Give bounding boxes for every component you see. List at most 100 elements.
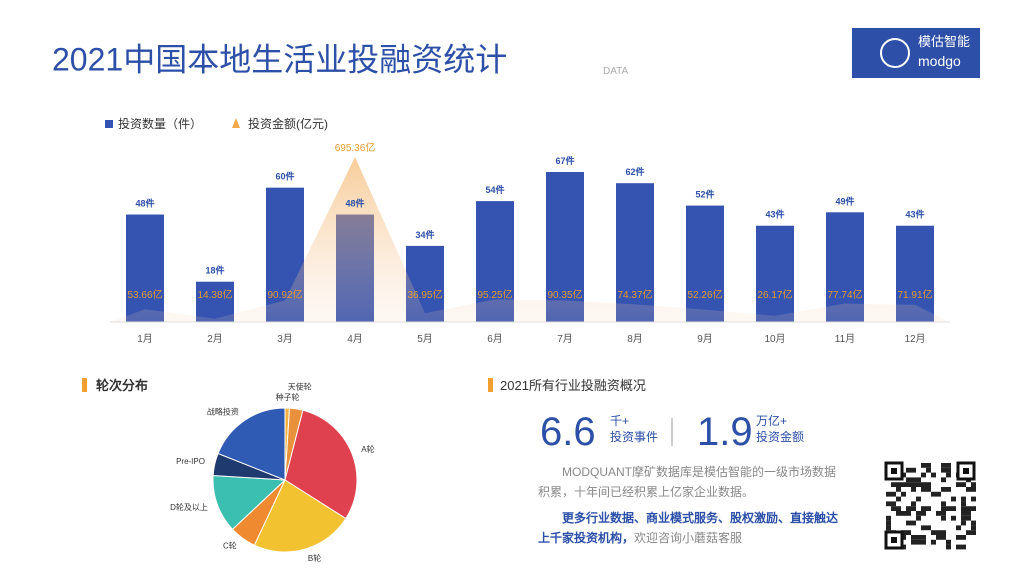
value-label: 14.38亿: [197, 288, 232, 301]
legend-label: 投资数量（件）: [118, 116, 202, 131]
bar: [686, 205, 724, 322]
qr-cell: [941, 501, 946, 507]
qr-cell: [891, 501, 896, 507]
qr-cell: [886, 525, 891, 531]
qr-cell: [966, 530, 971, 535]
title: 2021中国本地生活业投融资统计: [52, 41, 507, 77]
value-label: 26.17亿: [757, 288, 792, 301]
value-label: 43件: [765, 209, 784, 220]
area: [110, 157, 950, 322]
bar: [196, 281, 234, 322]
qr-cell: [916, 477, 921, 483]
qr-cell: [941, 535, 946, 540]
qr-cell: [946, 463, 951, 468]
qr-cell: [911, 482, 916, 487]
pie-slice: [212, 474, 287, 530]
qr-cell: [946, 487, 951, 492]
value-label: 52件: [695, 189, 714, 200]
qr-cell: [941, 530, 946, 535]
pie-label: B轮: [308, 553, 321, 563]
bar: [126, 214, 164, 322]
qr-cell: [951, 506, 956, 511]
value-label: 62件: [625, 166, 644, 177]
qr-cell: [971, 525, 976, 531]
qr-cell: [911, 501, 916, 507]
qr-cell: [951, 515, 956, 521]
qr-cell: [941, 506, 946, 511]
value-label: 48件: [345, 198, 364, 209]
logo-box: [852, 28, 980, 78]
qr-cell: [941, 511, 946, 516]
pie-label: D轮及以上: [170, 502, 208, 512]
legend-label: 投资金额(亿元): [248, 116, 328, 131]
qr-cell: [921, 487, 926, 492]
qr-cell: [971, 487, 976, 492]
x-tick-label: 2月: [207, 333, 223, 345]
qr-cell: [916, 496, 921, 502]
stat-unit: 万亿+: [756, 413, 787, 428]
x-tick-label: 9月: [697, 333, 713, 345]
qr-cell: [906, 506, 911, 511]
x-tick-label: 5月: [417, 333, 433, 345]
qr-cell: [911, 539, 916, 545]
logo-en: modgo: [918, 53, 961, 69]
qr-cell: [911, 467, 916, 473]
qr-cell: [961, 482, 966, 487]
qr-cell: [916, 511, 921, 516]
qr-cell: [916, 515, 921, 521]
value-label: 77.74亿: [827, 288, 862, 301]
qr-cell: [926, 525, 931, 531]
qr-cell: [941, 487, 946, 492]
qr-cell: [921, 506, 926, 511]
qr-cell: [926, 482, 931, 487]
legend-swatch: [105, 120, 113, 128]
qr-cell: [941, 477, 946, 483]
subtitle: DATA: [603, 66, 629, 77]
qr-cell: [946, 544, 951, 550]
qr-cell: [971, 520, 976, 526]
qr-cell: [921, 511, 926, 516]
stat-value: 6.6: [540, 410, 596, 454]
qr-cell: [956, 544, 961, 550]
qr-cell: [906, 520, 911, 526]
pie-slice: [253, 479, 347, 553]
pie-label: 天使轮: [288, 381, 312, 391]
qr-finder: [963, 468, 969, 474]
section-marker: [82, 378, 87, 392]
qr-cell: [956, 525, 961, 531]
qr-cell: [926, 487, 931, 492]
qr-cell: [901, 511, 906, 516]
qr-cell: [961, 506, 966, 511]
qr-cell: [891, 506, 896, 511]
qr-cell: [901, 491, 906, 497]
qr-cell: [896, 496, 901, 502]
section-marker: [488, 378, 493, 392]
qr-cell: [941, 515, 946, 521]
qr-cell: [946, 472, 951, 478]
qr-cell: [911, 487, 916, 492]
qr-cell: [931, 491, 936, 497]
x-tick-label: 10月: [764, 333, 785, 345]
qr-cell: [896, 511, 901, 516]
qr-cell: [916, 535, 921, 540]
qr-cell: [966, 511, 971, 516]
logo-cn: 模估智能: [918, 34, 970, 49]
qr-cell: [931, 530, 936, 535]
qr-cell: [931, 539, 936, 545]
qr-cell: [961, 520, 966, 526]
qr-cell: [946, 506, 951, 511]
x-tick-label: 12月: [904, 333, 925, 345]
qr-cell: [886, 515, 891, 521]
summary-title: 2021所有行业投融资概况: [500, 378, 646, 393]
qr-cell: [936, 530, 941, 535]
value-label: 34件: [415, 229, 434, 240]
qr-cell: [966, 506, 971, 511]
qr-cell: [906, 482, 911, 487]
value-label: 90.92亿: [267, 288, 302, 301]
qr-cell: [891, 482, 896, 487]
paragraph-plain: 欢迎咨询小蘑菇客服: [634, 531, 743, 545]
qr-cell: [926, 506, 931, 511]
value-label: 36.95亿: [407, 288, 442, 301]
